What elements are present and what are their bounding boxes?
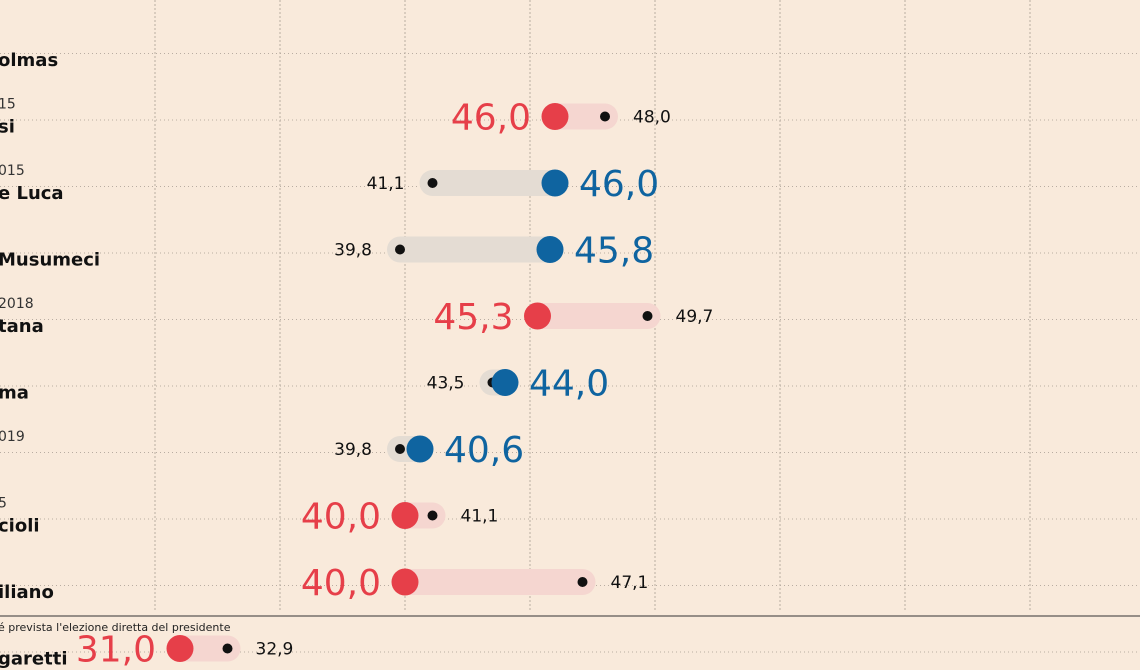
prior-value-dot xyxy=(600,111,610,122)
current-value-label: 44,0 xyxy=(529,364,609,405)
row-name-label: olmas xyxy=(0,50,58,71)
row-year-label: 015 xyxy=(0,163,25,179)
row-year-label: 15 xyxy=(0,97,16,113)
current-value-dot xyxy=(391,502,419,529)
prior-value-label: 43,5 xyxy=(427,374,465,394)
prior-value-label: 39,8 xyxy=(334,241,372,261)
row-name-label: tana xyxy=(0,316,44,337)
prior-value-dot xyxy=(642,311,653,321)
row-name-label: garetti xyxy=(0,649,68,670)
current-value-label: 40,6 xyxy=(444,430,524,471)
footnote: é prevista l'elezione diretta del presid… xyxy=(0,621,231,634)
prior-value-label: 49,7 xyxy=(676,307,714,327)
current-value-dot xyxy=(491,369,519,396)
row-name-label: ma xyxy=(0,383,29,404)
current-value-dot xyxy=(391,568,419,596)
current-value-label: 46,0 xyxy=(451,98,531,139)
row-year-label: 5 xyxy=(0,496,7,512)
current-value-label: 45,8 xyxy=(574,231,654,272)
prior-value-label: 41,1 xyxy=(461,507,499,527)
row-year-label: 019 xyxy=(0,429,25,445)
prior-value-label: 48,0 xyxy=(633,108,671,128)
current-value-dot xyxy=(541,103,569,130)
row-name-label: e Luca xyxy=(0,183,64,204)
prior-value-label: 39,8 xyxy=(334,440,372,460)
prior-value-label: 32,9 xyxy=(256,640,294,660)
current-value-dot xyxy=(166,635,194,662)
current-value-label: 46,0 xyxy=(579,164,659,205)
current-value-dot xyxy=(536,236,564,263)
prior-value-dot xyxy=(427,510,438,521)
row-name-label: cioli xyxy=(0,516,40,537)
prior-value-dot xyxy=(222,643,233,654)
prior-value-dot xyxy=(395,244,405,255)
row-name-label: Musumeci xyxy=(0,250,100,271)
current-value-dot xyxy=(406,435,434,463)
row-name-label: si xyxy=(0,117,15,138)
prior-value-label: 41,1 xyxy=(367,174,405,194)
current-value-label: 45,3 xyxy=(433,297,513,338)
prior-value-dot xyxy=(395,444,405,454)
current-value-label: 40,0 xyxy=(301,497,381,538)
prior-value-label: 47,1 xyxy=(611,573,649,593)
current-value-label: 31,0 xyxy=(76,630,156,670)
current-value-dot xyxy=(524,302,551,330)
prior-value-dot xyxy=(427,178,438,188)
row-year-label: 2018 xyxy=(0,296,34,312)
current-value-label: 40,0 xyxy=(301,563,381,604)
current-value-dot xyxy=(541,169,569,197)
prior-value-dot xyxy=(577,577,588,587)
row-name-label: iliano xyxy=(0,582,54,603)
